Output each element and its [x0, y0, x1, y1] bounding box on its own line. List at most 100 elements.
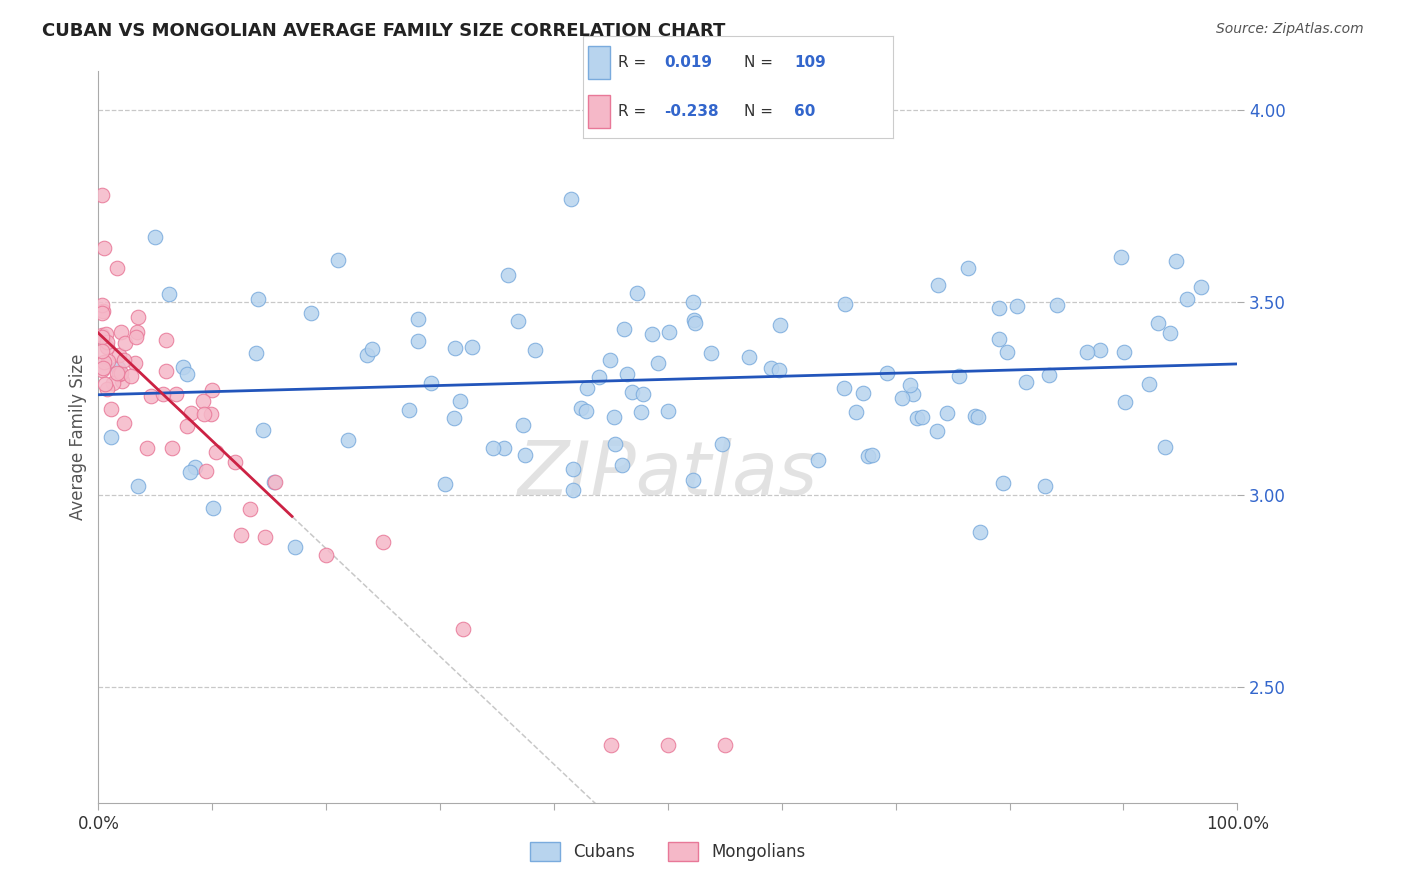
- Point: [515, 448, 537, 462]
- Point: [143, 230, 166, 244]
- Point: [905, 410, 928, 425]
- Point: [100, 402, 122, 417]
- Point: [105, 366, 128, 380]
- Point: [612, 458, 634, 472]
- Point: [172, 359, 194, 374]
- Point: [682, 294, 704, 309]
- Point: [152, 386, 174, 401]
- Point: [988, 301, 1011, 315]
- Point: [160, 442, 183, 456]
- Point: [361, 342, 384, 356]
- Text: N =: N =: [744, 104, 773, 120]
- Point: [461, 340, 484, 354]
- Text: N =: N =: [744, 54, 773, 70]
- Point: [127, 310, 149, 325]
- Point: [1076, 345, 1098, 359]
- Point: [264, 475, 287, 489]
- Point: [328, 252, 350, 267]
- Point: [834, 297, 856, 311]
- Point: [761, 360, 783, 375]
- Point: [135, 441, 157, 455]
- Point: [631, 387, 654, 401]
- Point: [420, 376, 443, 391]
- Point: [97, 354, 120, 368]
- Point: [1005, 299, 1028, 313]
- Point: [112, 417, 135, 431]
- Point: [434, 477, 457, 491]
- Point: [96, 334, 118, 349]
- Point: [683, 316, 706, 330]
- Point: [263, 475, 285, 489]
- Point: [107, 361, 129, 376]
- Text: CUBAN VS MONGOLIAN AVERAGE FAMILY SIZE CORRELATION CHART: CUBAN VS MONGOLIAN AVERAGE FAMILY SIZE C…: [42, 22, 725, 40]
- Point: [127, 479, 149, 493]
- Point: [110, 325, 132, 339]
- Point: [93, 354, 115, 368]
- Point: [449, 393, 471, 408]
- Point: [90, 306, 112, 320]
- Point: [155, 364, 177, 378]
- Point: [443, 341, 465, 355]
- Point: [124, 355, 146, 369]
- Point: [252, 423, 274, 437]
- Point: [911, 410, 934, 425]
- Text: 109: 109: [794, 54, 825, 70]
- Point: [93, 241, 115, 255]
- Point: [90, 344, 112, 359]
- Point: [769, 318, 792, 333]
- Point: [94, 326, 117, 341]
- Point: [315, 548, 337, 562]
- Point: [987, 332, 1010, 346]
- Point: [657, 403, 679, 417]
- Bar: [588, 46, 610, 79]
- Point: [179, 465, 201, 479]
- Text: ZIPatlas: ZIPatlas: [517, 438, 818, 509]
- Point: [100, 430, 122, 444]
- Point: [856, 449, 879, 463]
- Point: [111, 374, 134, 388]
- Point: [1111, 250, 1133, 264]
- Point: [398, 402, 420, 417]
- Point: [94, 377, 117, 392]
- Point: [201, 500, 224, 515]
- Point: [1175, 293, 1198, 307]
- Point: [224, 455, 246, 469]
- Point: [512, 417, 534, 432]
- Point: [948, 368, 970, 383]
- Point: [845, 405, 868, 419]
- Point: [91, 360, 114, 375]
- Point: [700, 345, 723, 359]
- Point: [90, 298, 112, 312]
- Point: [96, 382, 118, 396]
- Point: [647, 356, 669, 370]
- Point: [108, 368, 131, 382]
- Point: [141, 388, 163, 402]
- Point: [807, 453, 830, 467]
- Point: [657, 738, 679, 752]
- Text: Source: ZipAtlas.com: Source: ZipAtlas.com: [1216, 22, 1364, 37]
- Point: [451, 623, 474, 637]
- Point: [523, 343, 546, 358]
- Point: [90, 330, 112, 344]
- Point: [603, 409, 626, 424]
- Point: [96, 340, 118, 354]
- Text: R =: R =: [617, 104, 645, 120]
- Point: [588, 370, 610, 384]
- Point: [406, 312, 429, 326]
- Point: [239, 502, 262, 516]
- Point: [283, 540, 305, 554]
- Point: [925, 424, 948, 438]
- Point: [575, 404, 598, 418]
- Point: [714, 738, 737, 752]
- Point: [371, 535, 394, 549]
- Point: [560, 192, 582, 206]
- Point: [90, 328, 112, 343]
- Point: [1038, 368, 1060, 383]
- Point: [832, 381, 855, 395]
- Point: [936, 406, 959, 420]
- Point: [247, 292, 270, 306]
- Point: [176, 419, 198, 434]
- Point: [356, 348, 378, 362]
- Text: 0.019: 0.019: [664, 54, 711, 70]
- Point: [125, 330, 148, 344]
